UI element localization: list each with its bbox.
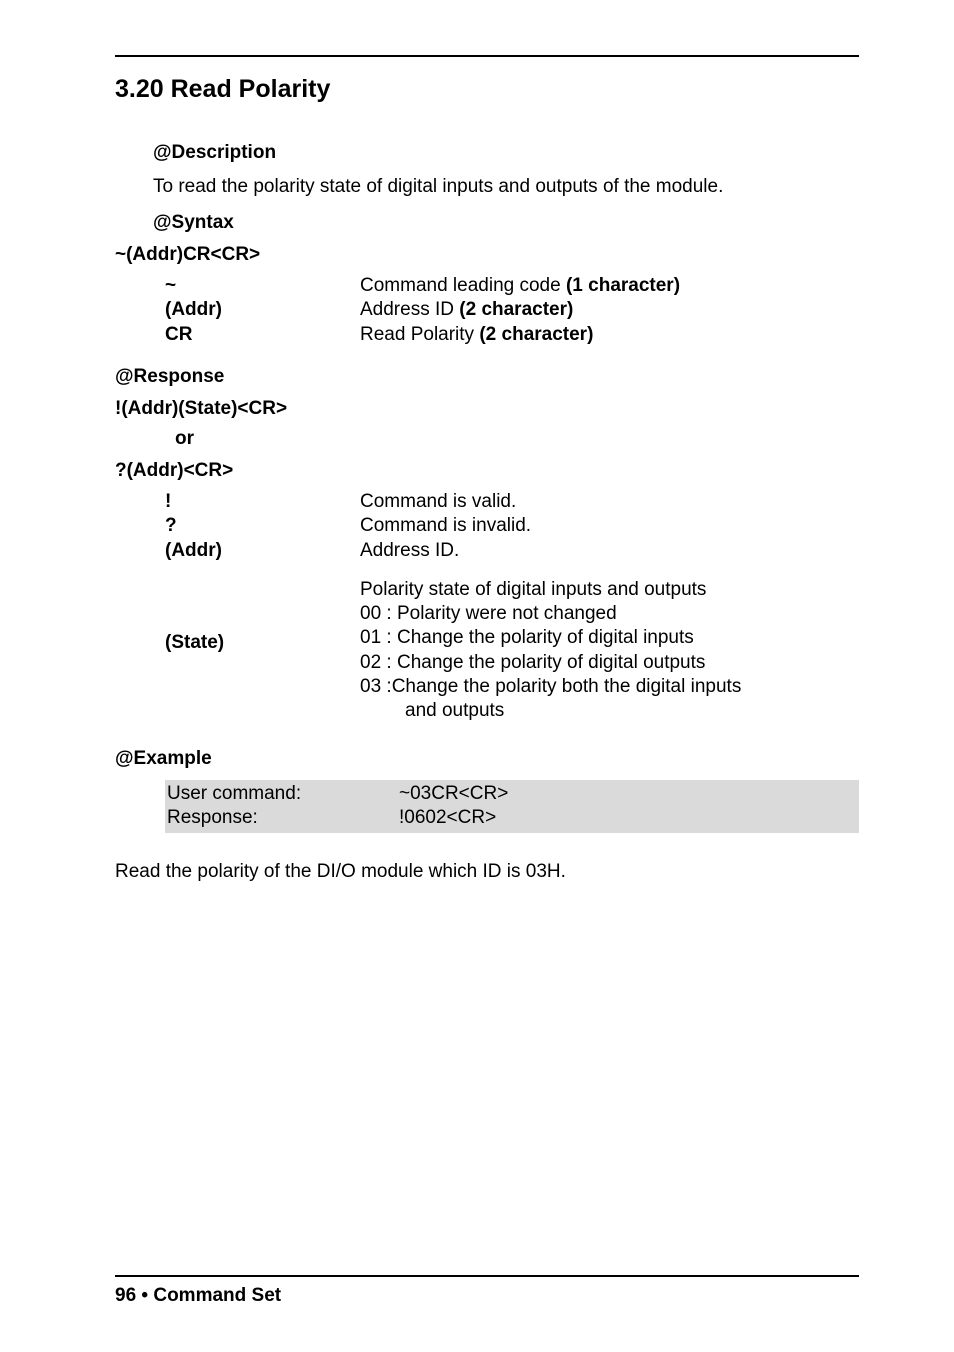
param-key: (Addr) xyxy=(165,539,360,564)
footer: 96 • Command Set xyxy=(115,1275,859,1307)
param-val-bold: (2 character) xyxy=(459,299,573,320)
response-or: or xyxy=(175,428,859,450)
syntax-command: ~(Addr)CR<CR> xyxy=(115,244,859,266)
state-line: 01 : Change the polarity of digital inpu… xyxy=(360,626,859,650)
param-key: CR xyxy=(165,323,360,348)
footer-text: 96 • Command Set xyxy=(115,1285,859,1307)
top-rule xyxy=(115,55,859,57)
param-val-bold: (1 character) xyxy=(566,275,680,296)
param-val: Read Polarity (2 character) xyxy=(360,323,859,348)
footer-label: Command Set xyxy=(153,1285,281,1306)
syntax-heading: @Syntax xyxy=(153,212,859,234)
state-line-body: Change the polarity both the digital inp… xyxy=(392,675,742,699)
response-heading: @Response xyxy=(115,366,859,388)
param-row: (Addr) Address ID (2 character) xyxy=(165,298,859,323)
param-val-pre: Address ID xyxy=(360,299,459,320)
param-row: ? Command is invalid. xyxy=(165,514,859,539)
param-row: ! Command is valid. xyxy=(165,490,859,515)
param-val: Command is valid. xyxy=(360,490,859,515)
param-key: ! xyxy=(165,490,360,515)
param-key: (Addr) xyxy=(165,298,360,323)
state-lines: Polarity state of digital inputs and out… xyxy=(360,578,859,724)
param-val-bold: (2 character) xyxy=(479,324,593,345)
syntax-params: ~ Command leading code (1 character) (Ad… xyxy=(165,274,859,348)
param-val: Command leading code (1 character) xyxy=(360,274,859,299)
state-line: 00 : Polarity were not changed xyxy=(360,602,859,626)
param-val-pre: Read Polarity xyxy=(360,324,479,345)
param-row: (Addr) Address ID. xyxy=(165,539,859,564)
param-val: Address ID. xyxy=(360,539,859,564)
section-title: 3.20 Read Polarity xyxy=(115,75,859,104)
state-line-pre: 03 : xyxy=(360,675,392,699)
description-text: To read the polarity state of digital in… xyxy=(153,174,859,200)
param-val-pre: Command leading code xyxy=(360,275,566,296)
param-key: ? xyxy=(165,514,360,539)
example-heading: @Example xyxy=(115,748,859,770)
footer-bullet: • xyxy=(141,1285,148,1306)
closing-text: Read the polarity of the DI/O module whi… xyxy=(115,861,859,883)
param-val: Command is invalid. xyxy=(360,514,859,539)
param-key: ~ xyxy=(165,274,360,299)
footer-rule xyxy=(115,1275,859,1277)
response-line2: ?(Addr)<CR> xyxy=(115,460,859,482)
param-row: CR Read Polarity (2 character) xyxy=(165,323,859,348)
state-line: 03 : Change the polarity both the digita… xyxy=(360,675,859,699)
response-params: ! Command is valid. ? Command is invalid… xyxy=(165,490,859,564)
example-val: ~03CR<CR> xyxy=(399,782,508,807)
state-block: (State) Polarity state of digital inputs… xyxy=(165,578,859,724)
example-val: !0602<CR> xyxy=(399,806,496,831)
state-line: 02 : Change the polarity of digital outp… xyxy=(360,651,859,675)
page-number: 96 xyxy=(115,1285,136,1306)
param-row: ~ Command leading code (1 character) xyxy=(165,274,859,299)
param-val: Address ID (2 character) xyxy=(360,298,859,323)
state-line: Polarity state of digital inputs and out… xyxy=(360,578,859,602)
example-box: User command: ~03CR<CR> Response: !0602<… xyxy=(165,780,859,833)
description-heading: @Description xyxy=(153,142,859,164)
response-line1: !(Addr)(State)<CR> xyxy=(115,398,859,420)
example-row: User command: ~03CR<CR> xyxy=(167,782,857,807)
state-key: (State) xyxy=(165,578,360,724)
example-key: Response: xyxy=(167,806,399,831)
state-line: and outputs xyxy=(360,699,859,723)
example-key: User command: xyxy=(167,782,399,807)
example-row: Response: !0602<CR> xyxy=(167,806,857,831)
